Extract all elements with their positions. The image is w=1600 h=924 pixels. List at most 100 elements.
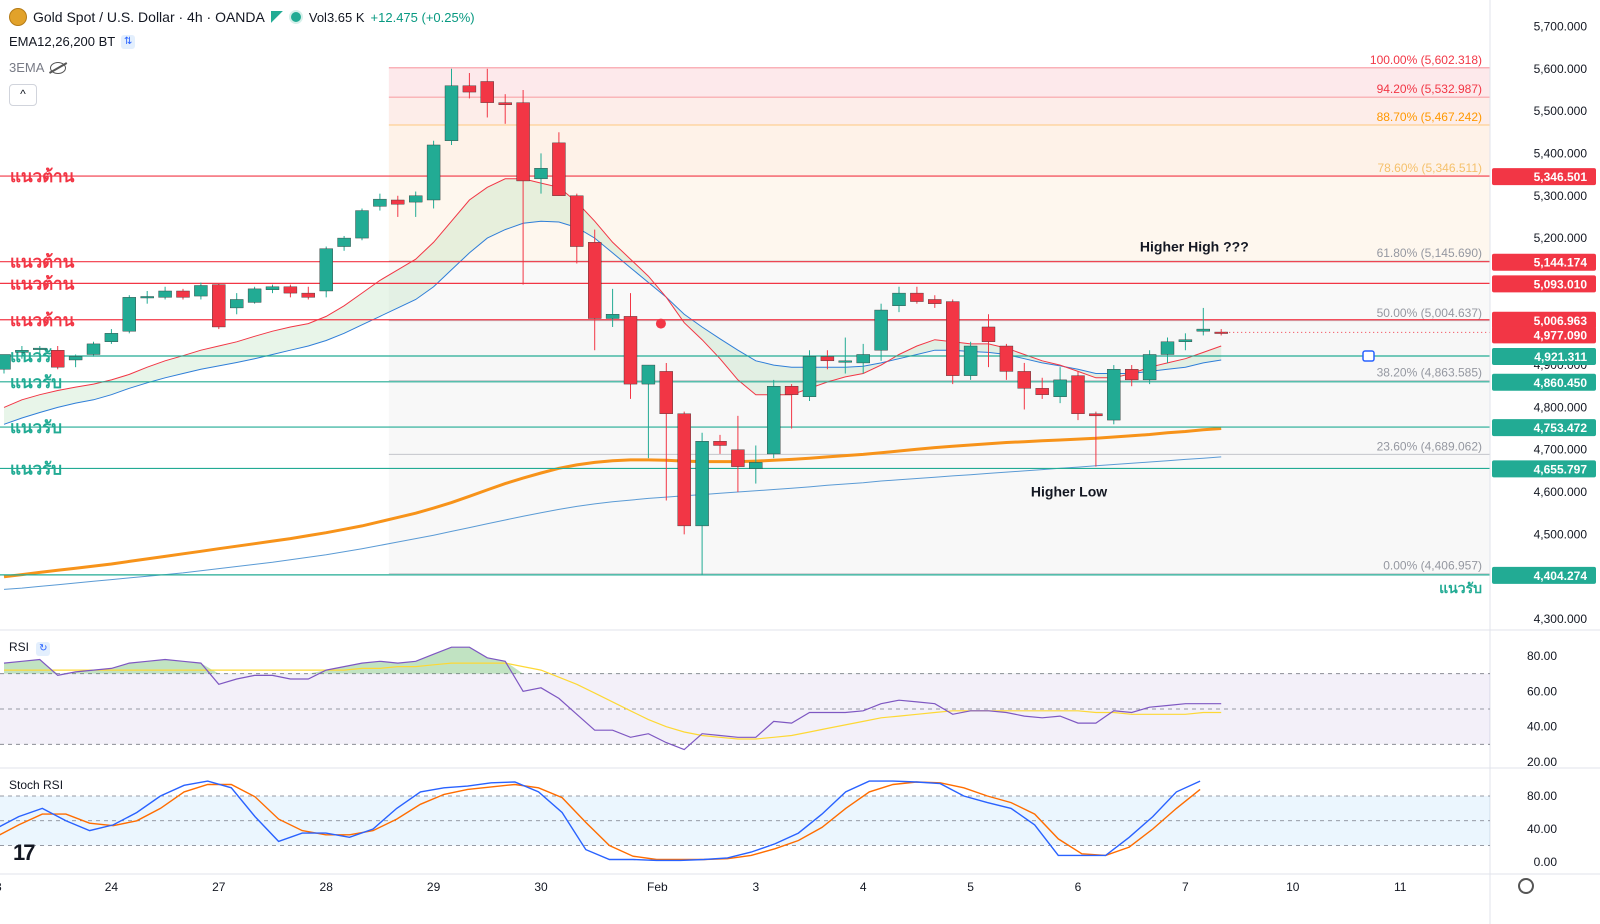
candle[interactable] (802, 356, 817, 397)
candle[interactable] (194, 285, 208, 297)
stoch-tick-label: 80.00 (1527, 789, 1557, 803)
candle[interactable] (480, 81, 494, 103)
candle[interactable] (104, 333, 119, 342)
candle[interactable] (212, 284, 226, 328)
candle[interactable] (1053, 379, 1067, 397)
candle[interactable] (444, 85, 459, 141)
candle[interactable] (946, 301, 960, 376)
price-tag-resistance[interactable] (1492, 275, 1596, 293)
candle[interactable] (1160, 341, 1175, 355)
ema-legend[interactable]: EMA12,26,200 BT ⇅ (9, 34, 136, 49)
flag-icon[interactable] (270, 11, 283, 23)
symbol-legend[interactable]: Gold Spot / U.S. Dollar · 4h · OANDA Vol… (9, 8, 475, 26)
candle[interactable] (68, 356, 83, 361)
candle[interactable] (516, 102, 530, 182)
candle[interactable] (462, 85, 477, 93)
time-axis-label: 23 (0, 880, 2, 894)
candle[interactable] (623, 316, 638, 385)
time-axis-label: 6 (1075, 880, 1082, 894)
candle[interactable] (409, 195, 423, 203)
candle[interactable] (1142, 354, 1157, 381)
candle[interactable] (552, 142, 566, 196)
current-price-tag[interactable] (1492, 326, 1596, 344)
candle[interactable] (122, 297, 137, 332)
candle[interactable] (820, 356, 835, 362)
candle[interactable] (695, 441, 709, 527)
candle[interactable] (999, 345, 1014, 372)
candle[interactable] (784, 386, 799, 395)
candle[interactable] (838, 360, 852, 363)
candle[interactable] (856, 354, 870, 364)
price-tag-resistance[interactable] (1492, 168, 1596, 186)
candle[interactable] (319, 248, 333, 292)
rsi-settings-icon[interactable]: ↻ (36, 642, 51, 656)
price-tag-support[interactable] (1492, 373, 1596, 391)
candle[interactable] (963, 345, 978, 376)
candle[interactable] (981, 326, 996, 342)
candle[interactable] (534, 168, 548, 180)
price-tag-resistance[interactable] (1492, 253, 1596, 271)
candle[interactable] (86, 343, 101, 355)
candle[interactable] (605, 314, 620, 319)
candle[interactable] (1017, 371, 1031, 389)
candle[interactable] (391, 199, 405, 205)
candle[interactable] (373, 198, 387, 207)
candle[interactable] (910, 292, 924, 302)
price-tick-label: 5,200.000 (1534, 231, 1588, 245)
candle[interactable] (641, 364, 656, 385)
candle[interactable] (1089, 413, 1103, 417)
ema-indicator-label[interactable]: EMA12,26,200 BT (9, 34, 116, 49)
candle[interactable] (1071, 375, 1085, 414)
candle[interactable] (1196, 328, 1211, 332)
price-tag-support[interactable] (1492, 348, 1596, 366)
candle[interactable] (33, 347, 47, 350)
candle[interactable] (265, 286, 280, 290)
candle[interactable] (767, 386, 781, 455)
symbol-title[interactable]: Gold Spot / U.S. Dollar · 4h · OANDA (33, 9, 265, 25)
candle[interactable] (498, 102, 512, 105)
candle[interactable] (337, 237, 351, 247)
candle[interactable] (51, 350, 65, 368)
candle[interactable] (731, 449, 745, 467)
stoch-pane-label[interactable]: Stoch RSI (9, 778, 64, 792)
candle[interactable] (588, 242, 602, 319)
ema3-legend[interactable]: 3EMA (9, 60, 67, 75)
candle[interactable] (15, 350, 29, 353)
candle[interactable] (158, 290, 172, 298)
price-tag-resistance[interactable] (1492, 311, 1596, 329)
candle[interactable] (229, 299, 244, 309)
price-tag-support[interactable] (1492, 460, 1596, 478)
indicator-status-icon[interactable]: ⇅ (121, 34, 136, 49)
price-tag-support[interactable] (1492, 566, 1596, 584)
candle[interactable] (1107, 369, 1121, 421)
candle[interactable] (1124, 369, 1139, 381)
candle[interactable] (0, 354, 11, 370)
candle[interactable] (570, 195, 584, 247)
candle[interactable] (176, 290, 190, 298)
candle[interactable] (1178, 339, 1193, 342)
candle[interactable] (1035, 388, 1049, 395)
candle[interactable] (677, 413, 691, 527)
candle[interactable] (749, 462, 763, 469)
price-tag-support[interactable] (1492, 419, 1596, 437)
candle[interactable] (892, 292, 906, 307)
settings-icon[interactable] (1518, 878, 1534, 894)
candle[interactable] (426, 144, 441, 201)
candle[interactable] (283, 286, 298, 294)
candle[interactable] (247, 288, 262, 303)
candle[interactable] (928, 299, 942, 304)
ema-26-line (3, 220, 1222, 425)
alert-marker-icon[interactable] (1362, 350, 1375, 362)
collapse-legend-button[interactable]: ^ (9, 84, 37, 106)
candle[interactable] (713, 441, 727, 446)
candle[interactable] (140, 296, 154, 299)
visibility-off-icon[interactable] (50, 61, 67, 74)
ema3-indicator-label[interactable]: 3EMA (9, 60, 45, 75)
candle[interactable] (659, 371, 673, 414)
candle[interactable] (874, 309, 888, 351)
candle[interactable] (355, 210, 369, 239)
tradingview-logo-icon[interactable]: 17 (13, 840, 36, 865)
candle[interactable] (301, 292, 315, 298)
rsi-pane-label[interactable]: RSI ↻ (9, 640, 51, 656)
